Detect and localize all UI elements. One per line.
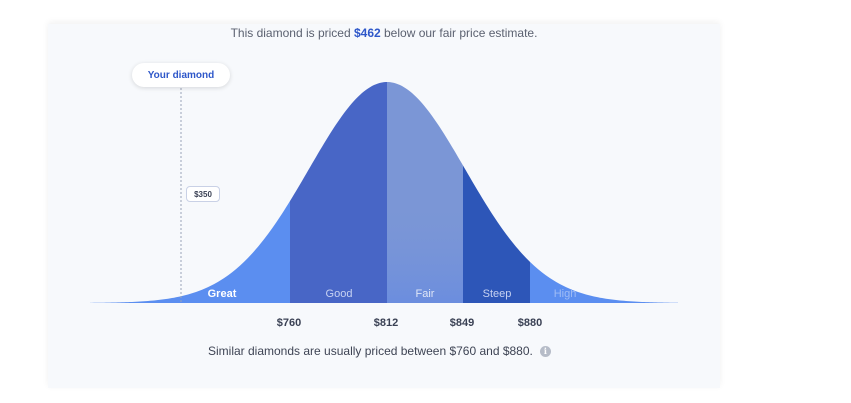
savings-amount: $462 — [353, 26, 381, 40]
segment-label-high: High — [554, 288, 577, 300]
price-tick-760: $760 — [277, 317, 301, 329]
price-tick-812: $812 — [374, 317, 398, 329]
segment-label-great: Great — [208, 288, 237, 300]
segment-label-fair: Fair — [416, 288, 435, 300]
headline-text: This diamond is priced — [230, 26, 354, 40]
segment-steep — [463, 82, 530, 304]
price-tick-849: $849 — [450, 317, 474, 329]
price-headline: This diamond is priced $462 below our fa… — [0, 26, 768, 40]
your-diamond-price: $350 — [186, 186, 220, 202]
price-range-footer: Similar diamonds are usually priced betw… — [208, 344, 551, 358]
price-range-text: Similar diamonds are usually priced betw… — [208, 344, 533, 358]
segment-high — [530, 82, 678, 304]
fair-gradient-overlay — [387, 82, 463, 304]
headline-text-end: below our fair price estimate. — [380, 26, 538, 40]
your-diamond-label: Your diamond — [132, 63, 230, 87]
segment-good — [290, 82, 387, 304]
segment-label-steep: Steep — [483, 288, 512, 300]
segment-label-good: Good — [326, 288, 353, 300]
price-tick-880: $880 — [518, 317, 542, 329]
info-icon[interactable]: i — [539, 345, 551, 357]
